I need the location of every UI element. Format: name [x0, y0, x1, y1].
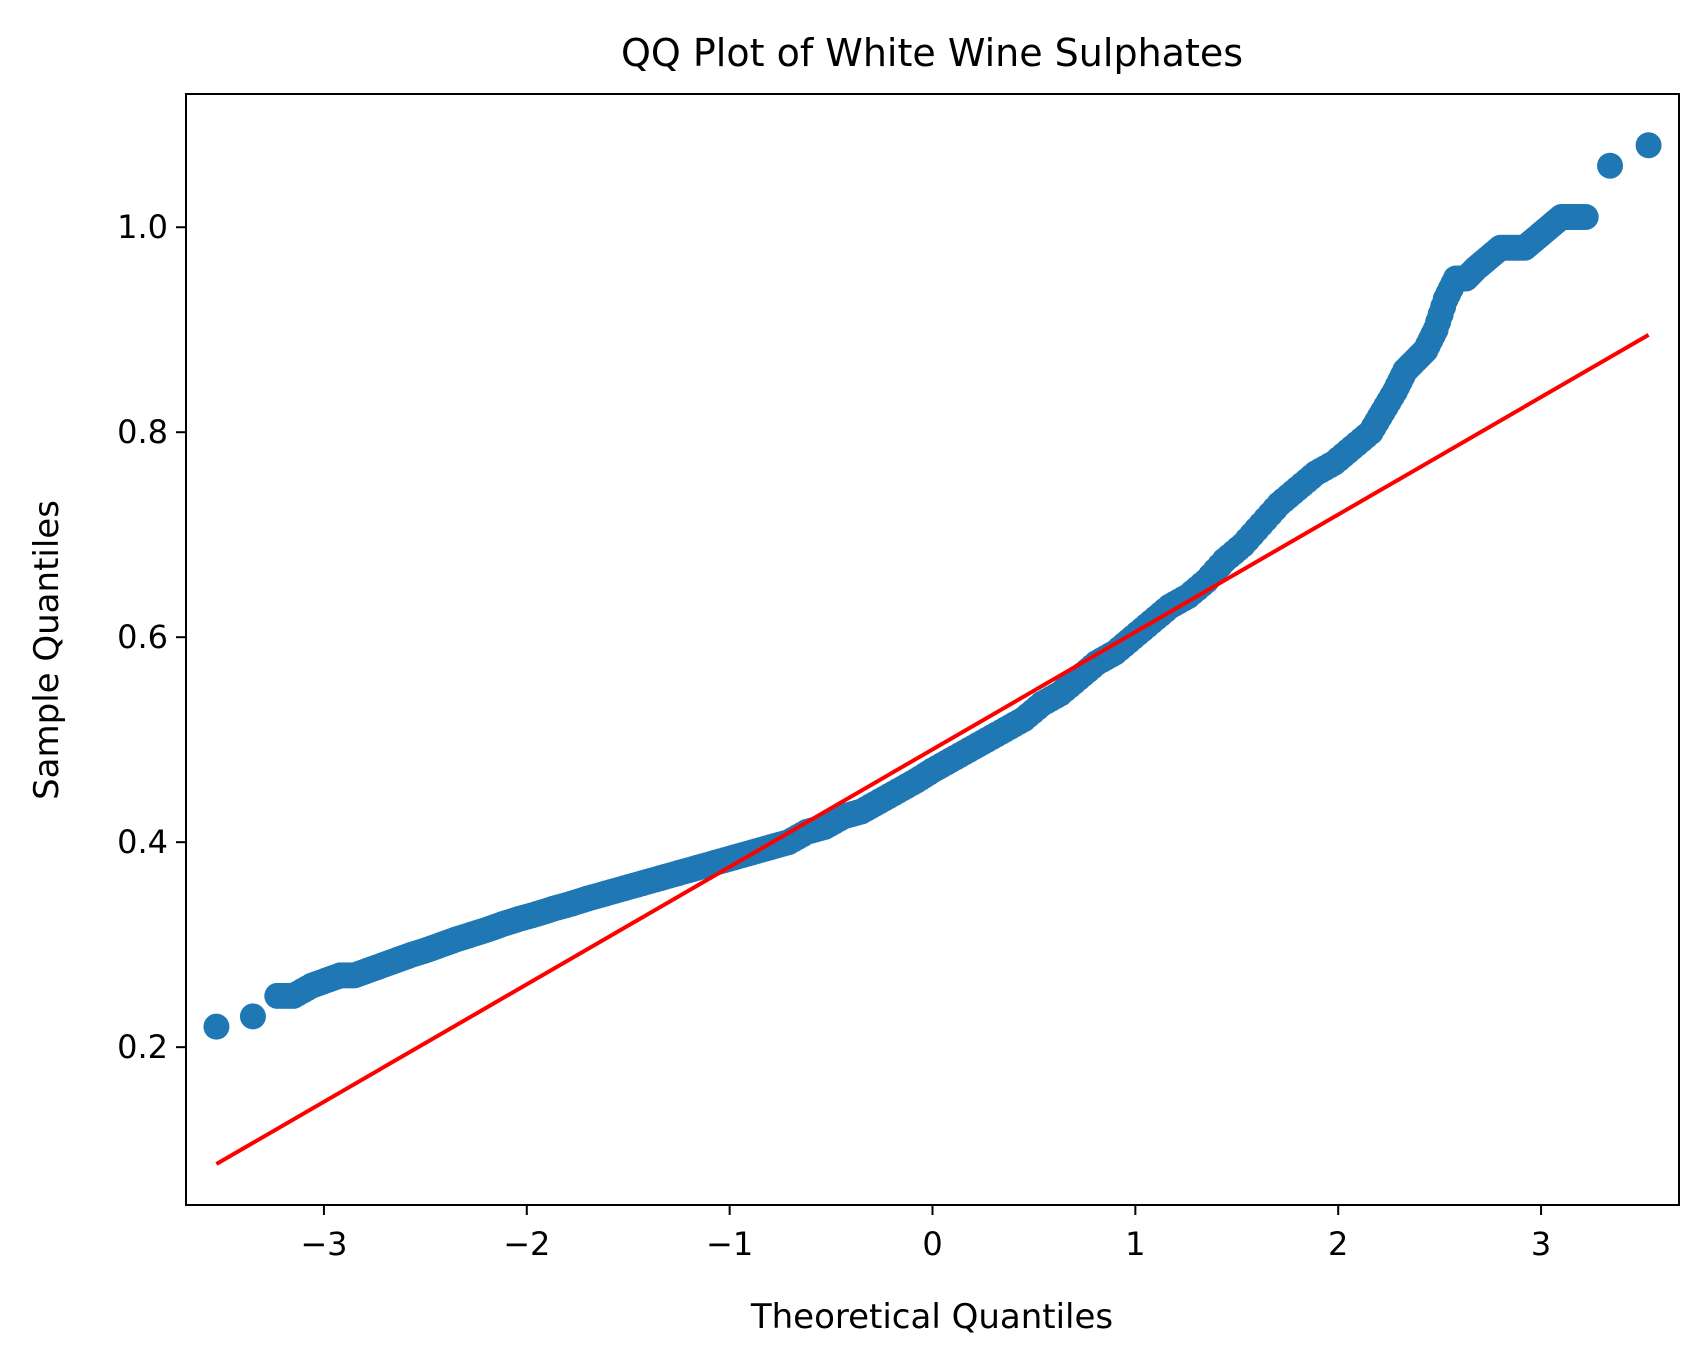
y-axis-label: Sample Quantiles — [27, 500, 67, 800]
data-point — [239, 1003, 266, 1030]
data-point — [203, 1013, 230, 1040]
data-point — [1572, 203, 1599, 230]
y-tick-label: 1.0 — [117, 208, 168, 246]
sample-points — [203, 132, 1662, 1040]
x-tick-label: 3 — [1531, 1225, 1551, 1263]
plot-area-frame — [185, 93, 1680, 1206]
chart-title: QQ Plot of White Wine Sulphates — [621, 31, 1243, 75]
y-axis: 0.2 0.4 0.6 0.8 1.0 — [117, 208, 186, 1066]
x-tick-label: −2 — [503, 1225, 550, 1263]
y-tick-label: 0.4 — [117, 823, 168, 861]
data-point — [1597, 152, 1624, 179]
x-tick-label: 2 — [1328, 1225, 1348, 1263]
reference-line — [215, 333, 1650, 1166]
x-tick-label: −1 — [706, 1225, 753, 1263]
x-axis: −3 −2 −1 0 1 2 3 — [300, 1205, 1551, 1263]
y-tick-label: 0.2 — [117, 1028, 168, 1066]
y-tick-label: 0.8 — [117, 413, 168, 451]
x-axis-label: Theoretical Quantiles — [750, 1297, 1113, 1337]
data-point — [1635, 132, 1662, 159]
x-tick-label: 1 — [1125, 1225, 1145, 1263]
x-tick-label: −3 — [300, 1225, 347, 1263]
y-tick-label: 0.6 — [117, 618, 168, 656]
x-tick-label: 0 — [922, 1225, 942, 1263]
